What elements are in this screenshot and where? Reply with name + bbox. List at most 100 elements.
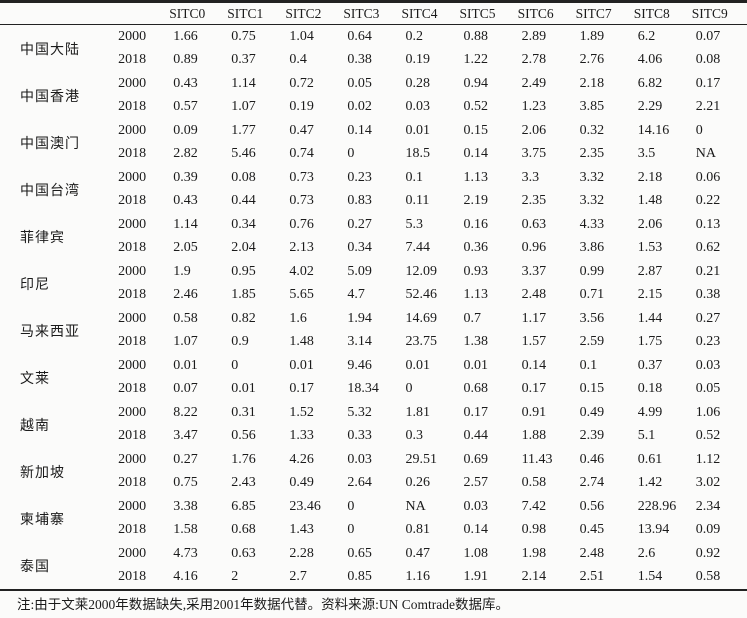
value-cell: 2.7	[289, 569, 307, 585]
value-cell: 1.94	[347, 310, 372, 326]
value-cell: 1.58	[173, 522, 198, 538]
value-cell: 0	[347, 522, 355, 538]
value-cell: 1.12	[695, 451, 721, 467]
value-cell: 5.3	[405, 216, 423, 232]
value-cell: 2.06	[637, 216, 663, 232]
value-cell: 2.78	[521, 52, 547, 68]
value-cell: 14.16	[637, 122, 670, 138]
value-cell: 0.81	[405, 522, 430, 538]
value-cell: 18.34	[347, 381, 379, 397]
value-cell: 3.47	[173, 428, 198, 444]
value-cell: 0.49	[289, 475, 314, 491]
value-cell: 0.92	[695, 545, 721, 561]
value-cell: 2.89	[521, 28, 547, 44]
value-cell: 0.98	[521, 522, 547, 538]
year-cell: 2018	[118, 475, 147, 491]
value-cell: 0.47	[405, 545, 430, 561]
table-row: 2018 1.07 0.9 1.48 3.14 23.75 1.38 1.57 2.59 1.75…	[0, 331, 747, 355]
year-cell: 2018	[118, 334, 147, 350]
value-cell: 1.76	[231, 451, 256, 467]
value-cell: 5.46	[231, 146, 256, 162]
value-cell: 11.43	[521, 451, 553, 467]
value-cell: 0.01	[405, 357, 430, 373]
value-cell: 2.48	[579, 545, 605, 561]
value-cell: 0.14	[521, 357, 547, 373]
value-cell: 0.37	[231, 52, 256, 68]
col-header-sitc2: SITC2	[285, 5, 322, 21]
value-cell: 0.01	[289, 357, 314, 373]
table-row: 2018 0.75 2.43 0.49 2.64 0.26 2.57 0.58 2.74 1.42…	[0, 472, 747, 496]
value-cell: 3.32	[579, 169, 605, 185]
value-cell: 0.27	[347, 216, 372, 232]
region-name: 柬埔寨	[20, 512, 65, 528]
value-cell: 0.05	[695, 381, 721, 397]
value-cell: 0.15	[579, 381, 605, 397]
value-cell: 0.46	[579, 451, 605, 467]
value-cell: 2.18	[637, 169, 663, 185]
value-cell: 1.42	[637, 475, 663, 491]
value-cell: 0.13	[695, 216, 721, 232]
value-cell: 3.32	[579, 193, 605, 209]
value-cell: 4.26	[289, 451, 314, 467]
value-cell: 1.88	[521, 428, 547, 444]
year-cell: 2018	[118, 522, 147, 538]
value-cell: 2.28	[289, 545, 314, 561]
table-row: 文莱 2000 0.01 0 0.01 9.46 0.01 0.01 0.14 0.1 0.37 0.…	[0, 354, 747, 387]
value-cell: 0.76	[289, 216, 314, 232]
value-cell: 2.57	[463, 475, 489, 491]
value-cell: 1.14	[231, 75, 256, 91]
table-row: 菲律宾 2000 1.14 0.34 0.76 0.27 5.3 0.16 0.63 4.33 2.…	[0, 213, 747, 246]
value-cell: 0.17	[521, 381, 547, 397]
table-row: 2018 2.05 2.04 2.13 0.34 7.44 0.36 0.96 3.86 1.53…	[0, 237, 747, 261]
value-cell: 0.09	[695, 522, 721, 538]
value-cell: 1.89	[579, 28, 605, 44]
value-cell: 2.15	[637, 287, 663, 303]
value-cell: 13.94	[637, 522, 670, 538]
value-cell: 5.65	[289, 287, 314, 303]
value-cell: 2.82	[173, 146, 198, 162]
value-cell: 5.09	[347, 263, 372, 279]
value-cell: 0.91	[521, 404, 547, 420]
value-cell: 0.61	[637, 451, 663, 467]
value-cell: 2.64	[347, 475, 372, 491]
year-cell: 2000	[118, 263, 147, 279]
value-cell: 4.06	[637, 52, 663, 68]
value-cell: 0.23	[695, 334, 721, 350]
value-cell: 9.46	[347, 357, 372, 373]
value-cell: 0.38	[695, 287, 721, 303]
value-cell: 0.72	[289, 75, 314, 91]
value-cell: 23.46	[289, 498, 321, 514]
table-row: 泰国 2000 4.73 0.63 2.28 0.65 0.47 1.08 1.98 2.48 2.…	[0, 542, 747, 575]
value-cell: 6.2	[637, 28, 656, 44]
value-cell: 0.3	[405, 428, 423, 444]
table-row: 柬埔寨 2000 3.38 6.85 23.46 0 NA 0.03 7.42 0.56 228.9…	[0, 495, 747, 528]
region-name: 新加坡	[20, 465, 65, 481]
value-cell: 0.19	[405, 52, 430, 68]
region-name: 中国大陆	[20, 42, 80, 58]
value-cell: 1.16	[405, 569, 430, 585]
value-cell: 3.75	[521, 146, 547, 162]
value-cell: 14.69	[405, 310, 437, 326]
col-header-sitc7: SITC7	[575, 5, 612, 21]
col-header-sitc9: SITC9	[691, 5, 728, 21]
value-cell: 0.26	[405, 475, 430, 491]
table-row: 中国香港 2000 0.43 1.14 0.72 0.05 0.28 0.94 2.49 2.18…	[0, 72, 747, 105]
value-cell: 0.96	[521, 240, 547, 256]
value-cell: 0.03	[463, 498, 489, 514]
value-cell: 0.43	[173, 75, 198, 91]
value-cell: 0.38	[347, 52, 372, 68]
year-cell: 2000	[118, 216, 147, 232]
value-cell: 1.77	[231, 122, 256, 138]
value-cell: 0.85	[347, 569, 372, 585]
value-cell: 0	[695, 122, 703, 138]
value-cell: 0.37	[637, 357, 663, 373]
value-cell: 0.4	[289, 52, 307, 68]
value-cell: 0.65	[347, 545, 372, 561]
value-cell: 0.07	[695, 28, 721, 44]
value-cell: 0.19	[289, 99, 314, 115]
year-cell: 2018	[118, 240, 147, 256]
year-cell: 2018	[118, 146, 147, 162]
value-cell: 0.89	[173, 52, 198, 68]
table-row: 2018 2.46 1.85 5.65 4.7 52.46 1.13 2.48 0.71 2.15…	[0, 284, 747, 308]
year-cell: 2018	[118, 193, 147, 209]
